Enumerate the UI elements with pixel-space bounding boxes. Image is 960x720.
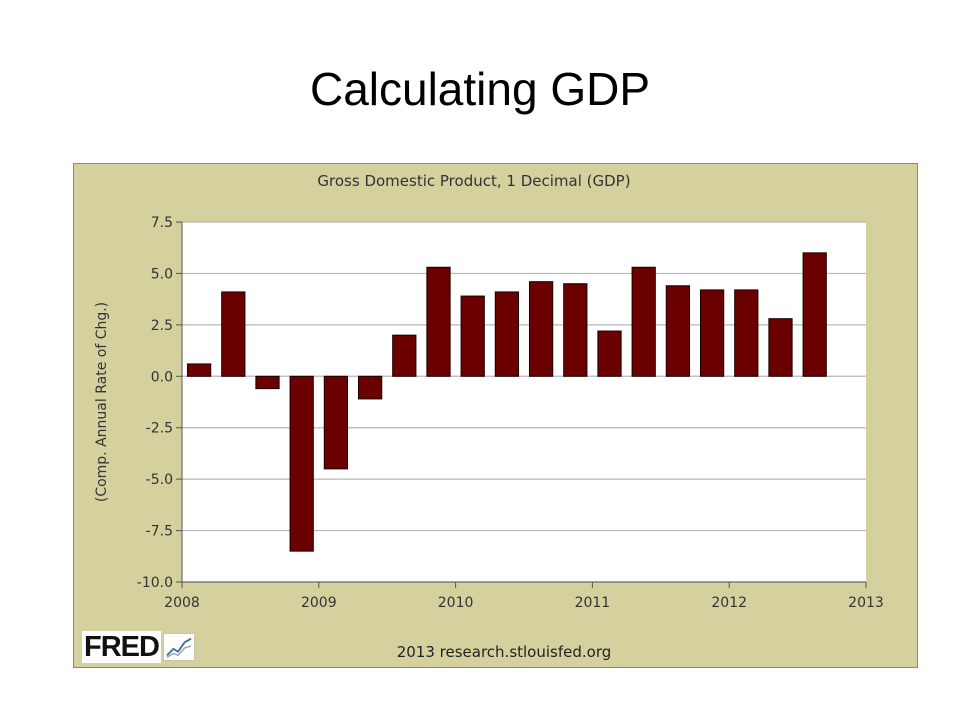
- y-tick-label: -5.0: [146, 472, 173, 488]
- gdp-bar: [528, 281, 554, 377]
- gdp-bar: [289, 375, 314, 552]
- gdp-bar: [357, 375, 383, 400]
- gdp-bar: [665, 285, 691, 377]
- x-tick-label: 2011: [575, 595, 611, 611]
- gdp-bar: [426, 266, 451, 377]
- gdp-bar: [802, 252, 827, 377]
- gdp-bar: [597, 330, 622, 377]
- y-tick-label: 2.5: [151, 318, 173, 334]
- fred-wordmark: FRED: [82, 631, 161, 663]
- chart-title: Gross Domestic Product, 1 Decimal (GDP): [317, 172, 630, 190]
- gdp-bar: [563, 283, 588, 377]
- y-tick-label: -2.5: [146, 421, 173, 437]
- gdp-bar: [221, 291, 246, 377]
- slide-title: Calculating GDP: [309, 63, 651, 115]
- y-tick-label: 5.0: [151, 266, 173, 282]
- gdp-bar: [255, 375, 280, 390]
- gdp-bar: [494, 291, 520, 377]
- gdp-bar: [392, 334, 417, 377]
- x-tick-label: 2009: [301, 595, 337, 611]
- plot-area: [182, 222, 866, 582]
- chart-panel: 7.5 5.0 2.5 0.0 -2.5 -5.0 -7.5 -10.0 2008 2009 201…: [73, 163, 918, 668]
- x-tick-label: 2008: [164, 595, 200, 611]
- x-tick-label: 2013: [848, 595, 884, 611]
- x-tick-label: 2010: [438, 595, 474, 611]
- y-tick-label: -10.0: [137, 575, 173, 591]
- source-note: 2013 research.stlouisfed.org: [396, 643, 612, 661]
- gdp-bar: [460, 295, 485, 377]
- gdp-bar: [186, 363, 212, 377]
- gdp-bar: [734, 289, 759, 377]
- gdp-bar: [323, 375, 349, 470]
- y-axis-label: (Comp. Annual Rate of Chg.): [94, 302, 110, 502]
- gdp-bar: [699, 289, 725, 377]
- y-tick-label: -7.5: [146, 524, 173, 540]
- y-tick-label: 0.0: [151, 369, 173, 385]
- gdp-bar: [768, 318, 793, 377]
- gdp-bar-chart: 7.5 5.0 2.5 0.0 -2.5 -5.0 -7.5 -10.0 2008 2009 201…: [94, 172, 884, 611]
- y-tick-label: 7.5: [151, 215, 173, 231]
- gdp-bar: [631, 266, 656, 377]
- line-graph-icon: [162, 633, 195, 661]
- fred-logo: FRED: [82, 630, 218, 664]
- x-tick-label: 2012: [711, 595, 747, 611]
